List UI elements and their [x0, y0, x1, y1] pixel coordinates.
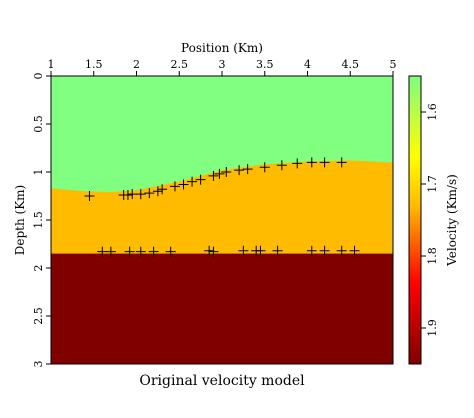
marker-lower: [148, 246, 159, 257]
chart-title: Original velocity model: [139, 373, 305, 389]
axes: 1 1.5 2 2.5 3 3.5 4 4.5 5 0 0.5 1 1.5 2 2.5 3: [32, 58, 397, 368]
marker-lower: [208, 246, 219, 257]
marker-lower: [238, 245, 249, 256]
colorbar-tick-label: 1.7: [426, 175, 439, 193]
colorbar: [408, 75, 422, 365]
y-tick-label: 3: [32, 361, 45, 368]
marker-lower: [336, 245, 347, 256]
marker-lower: [204, 245, 215, 256]
marker-upper: [208, 170, 219, 181]
marker-upper: [221, 167, 232, 177]
marker-upper: [242, 164, 253, 175]
marker-lower: [349, 245, 360, 256]
marker-upper: [152, 186, 163, 197]
marker-upper: [336, 157, 347, 168]
marker-lower: [165, 246, 176, 257]
colorbar-label: Velocity (Km/s): [445, 174, 459, 267]
colorbar-tick-label: 1.8: [426, 247, 439, 265]
marker-lower: [97, 246, 108, 257]
x-tick-label: 5: [390, 58, 397, 71]
marker-upper: [169, 181, 180, 192]
marker-upper: [122, 190, 133, 201]
marker-upper: [195, 174, 206, 185]
marker-upper: [178, 179, 189, 190]
y-tick-label: 0.5: [32, 115, 45, 133]
marker-upper: [292, 158, 303, 169]
y-tick-label: 2: [32, 265, 45, 272]
marker-upper: [319, 157, 330, 168]
y-tick-label: 1: [32, 169, 45, 176]
marker-lower: [124, 246, 135, 257]
marker-layer: [84, 157, 360, 257]
marker-upper: [135, 189, 146, 200]
marker-lower: [255, 245, 266, 256]
marker-upper: [157, 184, 168, 195]
y-axis-label: Depth (Km): [13, 185, 27, 255]
x-tick-label: 4: [304, 58, 311, 71]
marker-upper: [214, 168, 225, 179]
marker-upper: [276, 160, 287, 171]
marker-lower: [319, 245, 330, 256]
marker-upper: [84, 191, 95, 201]
x-tick-label: 3.5: [256, 58, 274, 71]
marker-upper: [259, 162, 270, 173]
colorbar-tick-label: 1.6: [426, 103, 439, 121]
x-tick-label: 3: [219, 58, 226, 71]
marker-upper: [306, 157, 317, 168]
x-tick-label: 1.5: [85, 58, 103, 71]
x-tick-label: 2: [133, 58, 140, 71]
marker-upper: [144, 188, 155, 199]
y-tick-label: 0: [32, 73, 45, 80]
layer-bottom: [51, 253, 393, 364]
colorbar-axis: 1.6 1.7 1.8 1.9: [421, 103, 439, 337]
colorbar-tick-label: 1.9: [426, 319, 439, 337]
plot-area: [51, 76, 393, 364]
y-tick-label: 1.5: [32, 211, 45, 229]
marker-lower: [306, 245, 317, 256]
x-axis-label: Position (Km): [181, 41, 263, 55]
marker-lower: [272, 245, 283, 256]
marker-upper: [234, 165, 245, 176]
x-tick-label: 1: [48, 58, 55, 71]
layer-middle: [51, 160, 393, 254]
y-tick-label: 2.5: [32, 307, 45, 325]
marker-upper: [187, 176, 198, 187]
marker-lower: [135, 246, 146, 257]
marker-lower: [105, 246, 116, 257]
marker-upper: [127, 189, 138, 200]
x-tick-label: 2.5: [171, 58, 189, 71]
x-tick-label: 4.5: [342, 58, 360, 71]
